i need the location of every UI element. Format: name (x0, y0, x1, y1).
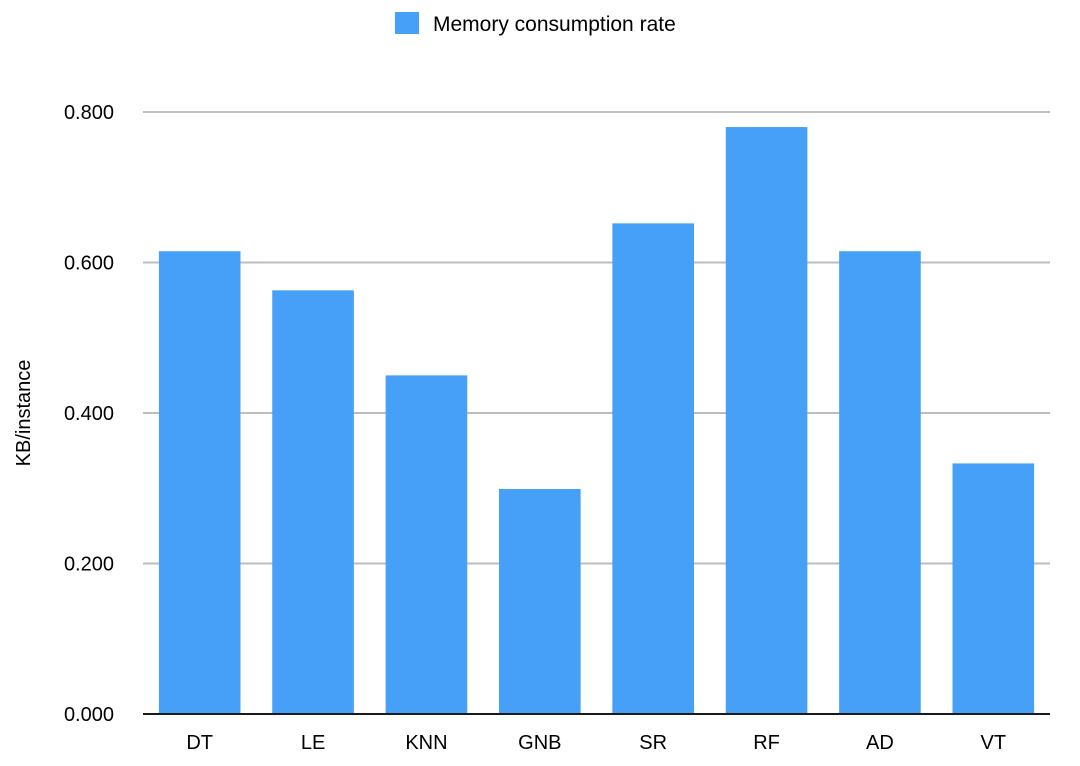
y-tick-label: 0.000 (64, 704, 114, 726)
x-tick-label: AD (866, 732, 894, 754)
bar-ad (839, 251, 921, 714)
x-tick-label: KNN (405, 732, 447, 754)
y-axis-title: KB/instance (13, 360, 35, 467)
y-tick-label: 0.800 (64, 102, 114, 124)
legend-swatch (395, 12, 419, 34)
bars (158, 127, 1035, 715)
bar-sr (612, 223, 695, 714)
bar-le (272, 290, 354, 714)
legend-label: Memory consumption rate (433, 13, 676, 36)
x-tick-label: GNB (518, 732, 561, 754)
legend: Memory consumption rate (395, 12, 676, 36)
x-tick-label: DT (186, 732, 213, 754)
y-axis-ticks: 0.000 0.200 0.400 0.600 0.800 (64, 102, 114, 726)
x-tick-label: VT (981, 732, 1007, 754)
x-tick-label: SR (639, 732, 667, 754)
bar-knn (385, 375, 468, 714)
y-tick-label: 0.600 (64, 253, 114, 275)
x-tick-label: RF (753, 732, 780, 754)
y-tick-label: 0.200 (64, 554, 114, 576)
bar-vt (952, 463, 1035, 714)
x-tick-label: LE (301, 732, 325, 754)
bar-gnb (498, 489, 581, 714)
bar-rf (725, 127, 808, 715)
bar-dt (158, 251, 241, 714)
y-tick-label: 0.400 (64, 403, 114, 425)
x-axis-ticks: DT LE KNN GNB SR RF AD VT (186, 732, 1006, 754)
